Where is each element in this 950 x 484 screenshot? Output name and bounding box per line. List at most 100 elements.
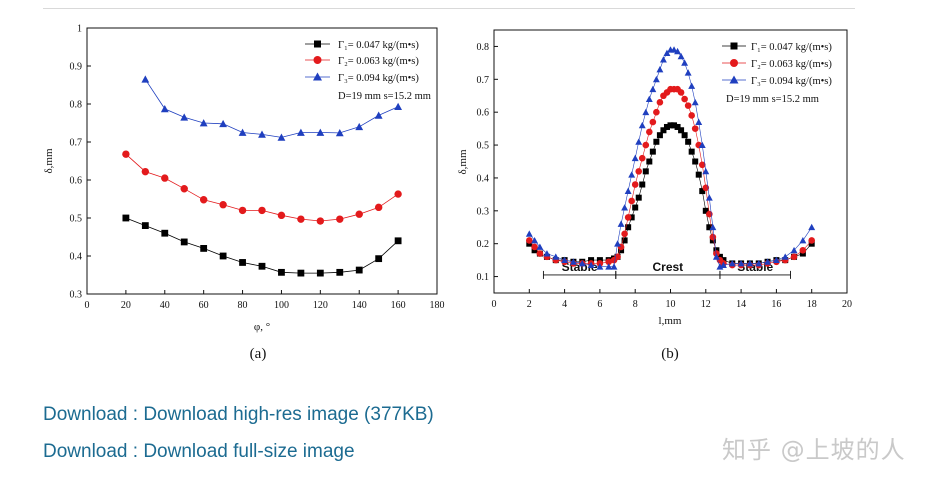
watermark: 知乎 @上坡的人 [722,436,906,464]
data-point [625,224,632,231]
legend-label-gamma2: Γ₂= 0.063 kg/(m•s) [751,59,832,70]
data-point [561,256,569,264]
data-point [716,263,724,270]
plot-frame-a [86,27,438,295]
data-point [670,46,678,53]
data-point [702,207,709,214]
series-layer-b [525,46,816,270]
data-point [671,122,678,129]
x-tick-label: 20 [842,299,852,310]
data-point [688,82,696,89]
data-point [543,250,551,257]
x-tick-label: 2 [527,299,532,310]
data-point [649,85,657,93]
data-point [219,119,228,128]
data-point [678,127,685,134]
y-tick-label: 0.4 [70,252,83,263]
data-point [336,215,344,223]
data-point [316,128,325,136]
data-point [728,259,736,267]
y-tick-label: 0.5 [477,141,490,152]
data-point [737,259,745,267]
region-label-bg [645,259,690,274]
x-tick-label: 20 [121,300,131,311]
series-line [529,88,812,266]
data-point [642,108,650,116]
legend-label-gamma1: Γ₁= 0.047 kg/(m•s) [338,40,419,51]
data-point [698,141,706,148]
data-point [160,105,169,113]
data-point [688,148,695,155]
figure: 0 20 40 60 80 100 120 140 160 180 0.30.40.50.60.7… [43,24,852,363]
data-point [808,237,815,244]
data-point [394,237,402,245]
data-point [755,259,763,267]
data-point [374,111,383,119]
data-point [653,138,660,145]
data-point [277,211,286,220]
data-point [628,171,636,178]
data-point [578,259,586,267]
data-point [355,210,363,218]
legend-label-gamma1: Γ₁= 0.047 kg/(m•s) [751,42,832,53]
legend-marker-triangle [313,72,322,81]
data-point [258,130,266,138]
data-point [712,253,720,260]
data-point [394,190,402,198]
data-point [677,52,685,60]
data-point [355,122,364,131]
data-point [621,204,629,211]
data-point [681,132,688,139]
x-tick-label: 140 [352,300,367,311]
y-tick-label: 0.7 [70,138,83,149]
y-tick-label: 0.4 [477,173,490,184]
data-point [685,138,692,145]
data-point [674,123,681,130]
region-label: Crest [653,260,684,274]
x-tick-label: 100 [274,300,289,311]
download-high-res-link[interactable]: Download : Download high-res image (377K… [43,404,434,425]
x-tick-label: 60 [199,300,209,311]
data-point [239,259,246,266]
data-point [632,204,639,211]
y-tick-label: 0.9 [70,62,83,73]
x-axis-label-a: φ, ° [254,321,270,333]
y-axis-label-a: δ,mm [43,148,55,173]
x-tick-label: 8 [633,299,638,310]
data-point [691,125,699,132]
data-point [764,258,772,265]
series-line [144,79,399,138]
y-ticks-b: 0.1 0.2 0.3 0.4 0.5 0.6 0.7 0.8 [477,42,498,283]
legend-label-gamma2: Γ₂= 0.063 kg/(m•s) [338,56,419,67]
x-tick-label: 0 [85,300,90,311]
legend-b: Γ₁= 0.047 kg/(m•s) Γ₂= 0.063 kg/(m•s) Γ₃… [722,42,832,105]
x-axis-label-b: l,mm [659,315,682,327]
x-tick-label: 4 [562,299,567,310]
data-point [536,243,544,250]
data-point [702,167,710,175]
y-tick-label: 0.1 [477,272,490,283]
data-point [684,102,692,109]
y-tick-label: 0.5 [70,214,83,225]
data-point [526,237,533,244]
legend-note-b: D=19 mm s=15.2 mm [726,94,819,105]
data-point [631,154,639,162]
data-point [667,122,674,129]
data-point [161,229,169,237]
data-point [646,158,653,165]
data-point [180,238,188,246]
data-point [200,245,208,252]
data-point [720,261,727,268]
data-point [705,194,713,201]
data-point [790,253,798,261]
y-tick-label: 0.8 [70,100,83,111]
data-point [746,259,754,267]
data-point [659,56,667,63]
x-tick-label: 40 [160,300,170,311]
x-tick-label: 120 [313,300,328,311]
data-point [638,121,646,129]
legend-marker-triangle [729,75,739,84]
y-tick-label: 0.7 [477,75,490,86]
download-full-size-link[interactable]: Download : Download full-size image [43,441,355,462]
data-point [649,148,656,155]
